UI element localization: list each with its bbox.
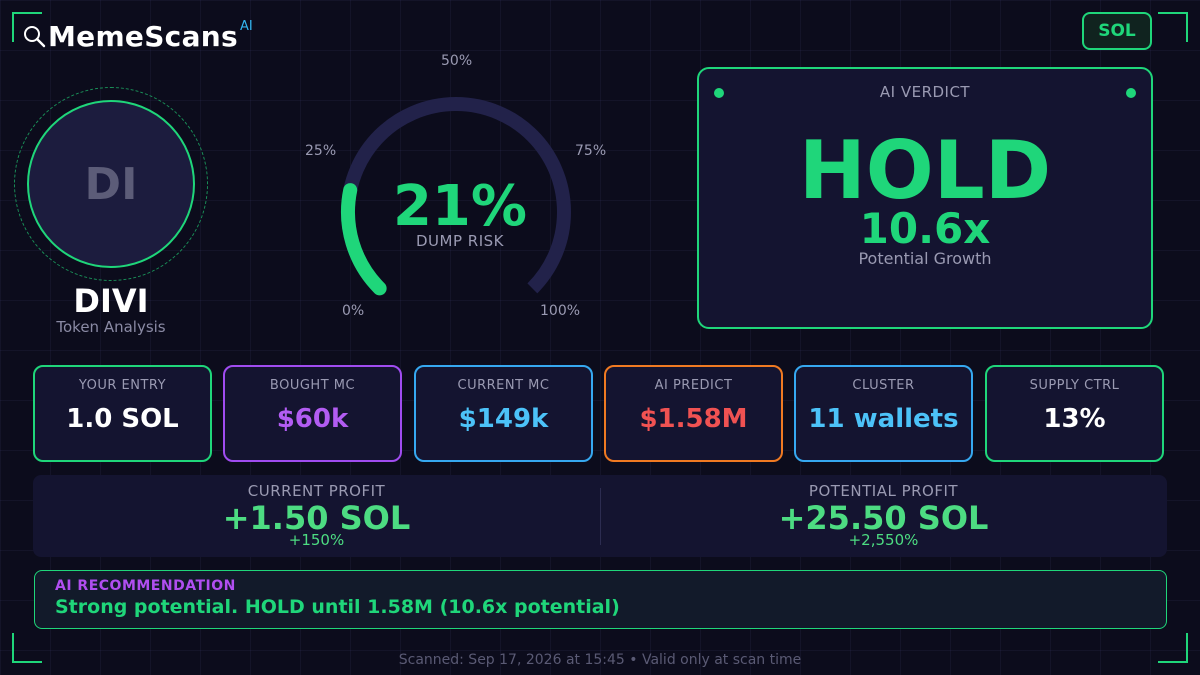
current-profit-label: CURRENT PROFIT bbox=[247, 482, 386, 500]
current-profit-percent: +150% bbox=[288, 531, 345, 549]
stat-cards: YOUR ENTRY 1.0 SOL BOUGHT MC $60k CURREN… bbox=[33, 365, 1164, 462]
ai-recommendation: AI RECOMMENDATION Strong potential. HOLD… bbox=[34, 570, 1167, 629]
brand-name: MemeScans bbox=[48, 20, 238, 53]
stat-label: YOUR ENTRY bbox=[78, 378, 167, 393]
brand-logo: MemeScans AI bbox=[22, 19, 253, 53]
stat-label: CURRENT MC bbox=[457, 378, 550, 393]
stat-card-supply-ctrl: SUPPLY CTRL 13% bbox=[985, 365, 1164, 462]
scan-footer: Scanned: Sep 17, 2026 at 15:45 • Valid o… bbox=[398, 652, 802, 668]
gauge-tick-50: 50% bbox=[441, 53, 473, 69]
stat-value: 1.0 SOL bbox=[66, 404, 179, 434]
profit-panel: CURRENT PROFIT +1.50 SOL +150% POTENTIAL… bbox=[33, 475, 1167, 557]
status-dot-left bbox=[714, 88, 724, 98]
gauge-tick-100: 100% bbox=[540, 303, 581, 319]
stat-label: CLUSTER bbox=[852, 378, 915, 393]
corner-bracket-top-right bbox=[1158, 12, 1188, 42]
brand-superscript: AI bbox=[239, 19, 253, 34]
gauge-tick-75: 75% bbox=[575, 143, 607, 159]
verdict-multiplier: 10.6x bbox=[859, 204, 991, 253]
corner-bracket-top-left bbox=[12, 12, 42, 42]
token-avatar: DI bbox=[27, 100, 195, 268]
potential-profit: POTENTIAL PROFIT +25.50 SOL +2,550% bbox=[600, 475, 1167, 557]
chain-badge: SOL bbox=[1082, 12, 1152, 50]
token-subtitle: Token Analysis bbox=[56, 318, 166, 336]
gauge-tick-25: 25% bbox=[305, 143, 337, 159]
token-name: DIVI bbox=[73, 282, 149, 320]
profit-divider bbox=[600, 488, 601, 545]
stat-label: SUPPLY CTRL bbox=[1029, 378, 1120, 393]
stat-value: $1.58M bbox=[639, 404, 748, 434]
stat-card-ai-predict: AI PREDICT $1.58M bbox=[604, 365, 783, 462]
stat-card-current-mc: CURRENT MC $149k bbox=[414, 365, 593, 462]
ai-verdict-panel: AI VERDICT HOLD 10.6x Potential Growth bbox=[697, 67, 1153, 329]
verdict-action: HOLD bbox=[798, 124, 1052, 217]
current-profit-value: +1.50 SOL bbox=[222, 499, 411, 537]
status-dot-right bbox=[1126, 88, 1136, 98]
corner-bracket-bottom-left bbox=[12, 633, 42, 663]
recommendation-text: Strong potential. HOLD until 1.58M (10.6… bbox=[55, 596, 620, 618]
potential-profit-label: POTENTIAL PROFIT bbox=[808, 482, 959, 500]
gauge-fill bbox=[341, 183, 387, 296]
stat-card-bought-mc: BOUGHT MC $60k bbox=[223, 365, 402, 462]
stat-value: 13% bbox=[1043, 404, 1106, 434]
token-initials: DI bbox=[84, 158, 138, 210]
stat-label: BOUGHT MC bbox=[269, 378, 356, 393]
gauge-tick-0: 0% bbox=[342, 303, 365, 319]
stat-card-cluster: CLUSTER 11 wallets bbox=[794, 365, 973, 462]
potential-profit-percent: +2,550% bbox=[848, 531, 919, 549]
dump-risk-value: 21% bbox=[392, 174, 528, 239]
potential-profit-value: +25.50 SOL bbox=[778, 499, 989, 537]
stat-value: $60k bbox=[276, 404, 349, 434]
stat-value: 11 wallets bbox=[808, 404, 959, 434]
dump-risk-gauge: 0% 25% 50% 75% 100% 21% DUMP RISK bbox=[300, 40, 620, 340]
current-profit: CURRENT PROFIT +1.50 SOL +150% bbox=[33, 475, 600, 557]
verdict-subtitle: Potential Growth bbox=[858, 249, 992, 268]
token-avatar-ring bbox=[14, 87, 208, 281]
recommendation-title: AI RECOMMENDATION bbox=[55, 578, 236, 594]
stat-card-your-entry: YOUR ENTRY 1.0 SOL bbox=[33, 365, 212, 462]
dump-risk-label: DUMP RISK bbox=[416, 232, 504, 250]
corner-bracket-bottom-right bbox=[1158, 633, 1188, 663]
search-icon bbox=[24, 26, 46, 48]
stat-label: AI PREDICT bbox=[654, 378, 733, 393]
stat-value: $149k bbox=[458, 404, 549, 434]
verdict-title: AI VERDICT bbox=[879, 83, 971, 101]
